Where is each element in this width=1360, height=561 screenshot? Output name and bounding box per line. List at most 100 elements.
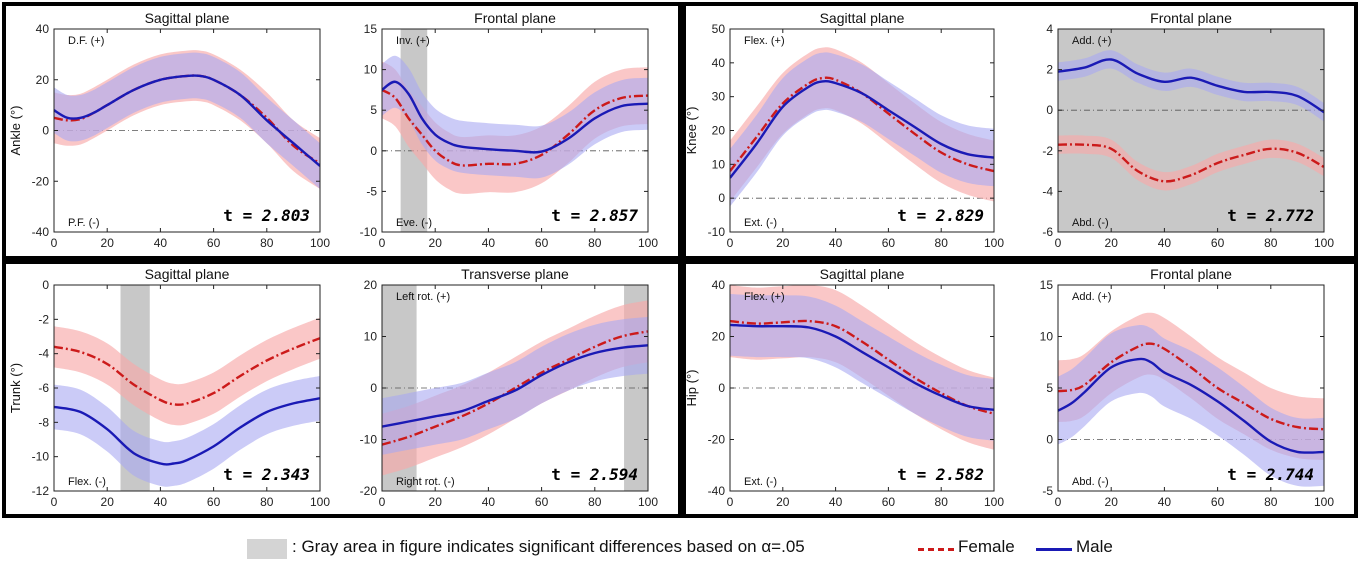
female-mean-line [1058,143,1324,183]
y-tick-label: 0 [370,381,377,395]
male-line-swatch [1036,548,1072,551]
male-sd-band [1058,50,1324,122]
x-tick-label: 80 [588,495,602,509]
plot-area [382,29,648,232]
y-tick-label: 15 [1040,278,1054,292]
x-tick-label: 0 [51,495,58,509]
male-mean-line [54,397,320,466]
plot-area [382,285,648,491]
subplot-1: 0 20 40 60 80 100 -40 -20 0 20 40 Sagittal plane Ank… [8,10,330,250]
y-tick-label: 10 [712,157,726,171]
y-tick-label: -6 [38,381,49,395]
x-tick-label: 80 [935,495,949,509]
y-tick-label: 0 [718,381,725,395]
y-tick-label: -12 [32,484,50,498]
subplot-2: 0 20 40 60 80 100 -10 -5 0 5 10 15 Frontal plane Inv.… [360,10,659,250]
y-tick-label: -20 [360,484,378,498]
y-tick-label: -40 [708,484,726,498]
x-tick-label: 40 [829,495,843,509]
y-tick-label: 20 [364,278,378,292]
male-sd-band [382,55,648,179]
x-tick-label: 40 [1158,236,1172,250]
male-mean-line [730,79,994,179]
female-mean-line [382,330,648,446]
y-tick-label: 4 [1046,22,1053,36]
male-mean-line [1058,58,1324,114]
subplot-title: Frontal plane [1150,266,1232,282]
x-tick-label: 40 [482,495,496,509]
subplot-title: Sagittal plane [145,10,230,26]
y-tick-label: 0 [718,191,725,205]
x-tick-label: 20 [1105,495,1119,509]
male-sd-band [730,294,994,441]
y-tick-label: 0 [42,278,49,292]
x-tick-label: 100 [1314,495,1334,509]
y-tick-label: -4 [1042,184,1053,198]
y-tick-label: 10 [1040,330,1054,344]
x-tick-label: 80 [260,495,274,509]
x-tick-label: 100 [1314,236,1334,250]
y-tick-label: 20 [712,124,726,138]
female-mean-line [382,88,648,167]
subplot-title: Frontal plane [474,10,556,26]
panel-group-frame [2,260,682,518]
direction-label-positive: Add. (+) [1072,291,1111,303]
x-tick-label: 20 [101,495,115,509]
direction-label-negative: Ext. (-) [744,217,777,229]
direction-label-positive: Inv. (+) [396,35,430,47]
y-tick-label: -10 [708,225,726,239]
subplot-7: 0 20 40 60 80 100 -40 -20 0 20 40 Sagittal plane Hip… [684,266,1004,509]
x-tick-label: 20 [429,495,443,509]
plot-area [1058,312,1324,487]
y-tick-label: -40 [32,225,50,239]
panel-group-frame [2,2,682,260]
male-sd-band [54,376,320,487]
y-tick-label: -2 [38,312,49,326]
x-tick-label: 0 [379,495,386,509]
t-statistic: t = 2.829 [897,206,984,225]
y-tick-label: 0 [370,144,377,158]
x-tick-label: 40 [1158,495,1172,509]
male-mean-line [382,344,648,428]
x-tick-label: 60 [882,236,896,250]
t-statistic: t = 2.772 [1227,206,1314,225]
female-line-swatch [918,548,954,551]
x-tick-label: 60 [207,495,221,509]
x-tick-label: 20 [1105,236,1119,250]
t-statistic: t = 2.744 [1227,465,1314,484]
x-tick-label: 40 [482,236,496,250]
x-tick-label: 80 [1264,495,1278,509]
direction-label-positive: Flex. (+) [744,35,785,47]
y-tick-label: -10 [32,450,50,464]
female-mean-line [730,319,994,415]
direction-label-negative: Eve. (-) [396,217,432,229]
x-tick-label: 0 [727,495,734,509]
t-statistic: t = 2.857 [551,206,638,225]
y-tick-label: -8 [38,415,49,429]
direction-label-negative: P.F. (-) [68,217,100,229]
y-tick-label: 40 [36,22,50,36]
figure-legend: : Gray area in figure indicates signific… [0,528,1360,561]
y-tick-label: -20 [708,433,726,447]
x-tick-label: 60 [535,236,549,250]
male-legend-label: Male [1076,537,1113,556]
y-tick-label: 20 [712,330,726,344]
y-tick-label: -20 [32,174,50,188]
y-tick-label: 30 [712,90,726,104]
axes-frame [381,28,649,233]
y-axis-label: Knee (°) [684,107,699,155]
x-tick-label: 0 [51,236,58,250]
female-mean-line [54,337,320,406]
plot-area [54,50,320,189]
y-tick-label: 5 [1046,381,1053,395]
y-tick-label: 20 [36,73,50,87]
y-tick-label: 10 [364,63,378,77]
direction-label-negative: Abd. (-) [1072,217,1109,229]
subplot-title: Sagittal plane [145,266,230,282]
y-tick-label: 0 [1046,103,1053,117]
panel-group-frame [682,260,1358,518]
subplot-title: Sagittal plane [820,10,905,26]
y-tick-label: -5 [1042,484,1053,498]
female-sd-band [1058,135,1324,191]
male-mean-line [1058,357,1324,454]
